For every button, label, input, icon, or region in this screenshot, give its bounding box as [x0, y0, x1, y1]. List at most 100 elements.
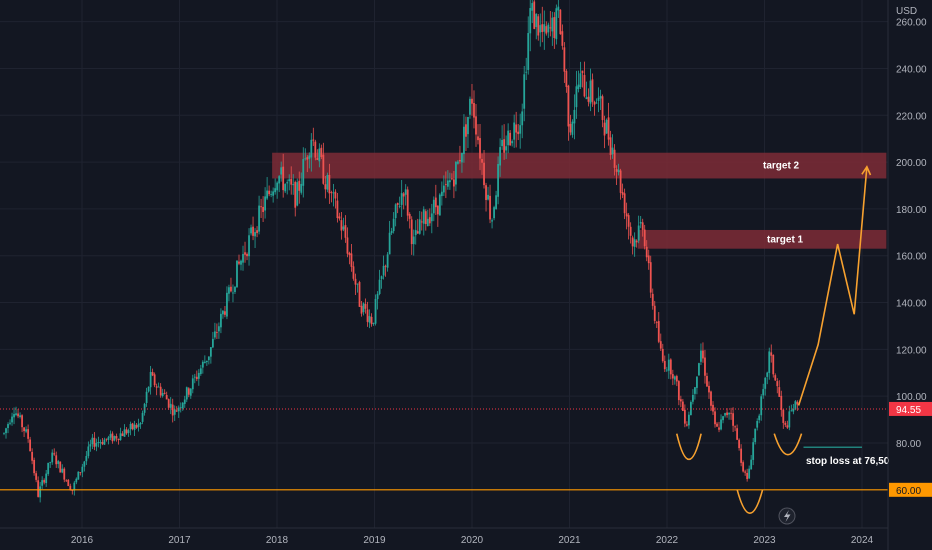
candle-body	[756, 421, 759, 428]
candle-body	[694, 387, 696, 394]
candle-body	[49, 462, 52, 464]
candle-body	[246, 253, 248, 257]
candle-body	[328, 174, 331, 194]
candle-body	[683, 409, 686, 424]
candle-body	[673, 376, 676, 380]
candle-body	[661, 348, 664, 362]
grid-lines	[0, 0, 888, 528]
candle-body	[511, 141, 514, 144]
candle-body	[113, 436, 116, 441]
x-tick-label: 2019	[363, 535, 386, 546]
candle-body	[290, 178, 293, 185]
candle-body	[400, 193, 403, 205]
candle-body	[633, 239, 636, 247]
candle-body	[569, 123, 572, 133]
candle-body	[778, 387, 781, 397]
candle-body	[416, 231, 419, 234]
candle-body	[402, 193, 405, 197]
candle-body	[567, 85, 570, 127]
candle-body	[103, 439, 106, 445]
candle-body	[57, 461, 60, 464]
candle-body	[434, 197, 437, 208]
candle-body	[595, 102, 598, 104]
candle-body	[29, 439, 32, 452]
candle-body	[461, 152, 463, 163]
candle-body	[418, 219, 421, 234]
candle-body	[47, 462, 50, 474]
candle-body	[541, 24, 544, 33]
candle-body	[13, 414, 15, 418]
candle-body	[428, 217, 431, 224]
candle-body	[621, 192, 624, 195]
candle-body	[698, 363, 700, 376]
candle-body	[613, 149, 616, 168]
candle-body	[75, 478, 78, 483]
candle-body	[354, 278, 357, 285]
candle-body	[465, 124, 467, 137]
x-tick-label: 2017	[168, 535, 191, 546]
bottom-arc	[736, 489, 764, 514]
lightning-icon[interactable]	[778, 507, 796, 525]
candle-body	[230, 286, 232, 292]
candle-body	[23, 427, 25, 432]
candle-body	[780, 395, 783, 410]
candle-body	[209, 347, 212, 357]
candle-body	[481, 159, 483, 163]
candle-body	[581, 70, 584, 74]
candle-body	[260, 206, 262, 208]
candle-body	[651, 293, 654, 306]
candle-body	[637, 225, 640, 241]
candle-body	[457, 161, 459, 164]
candle-body	[593, 101, 596, 105]
x-tick-label: 2021	[558, 535, 581, 546]
candle-body	[505, 146, 508, 151]
candle-body	[742, 462, 745, 472]
candle-body	[211, 338, 214, 348]
candle-body	[752, 442, 755, 460]
candle-body	[342, 226, 345, 230]
candle-body	[93, 437, 96, 447]
candle-body	[647, 255, 650, 264]
candle-body	[635, 240, 638, 243]
candle-body	[440, 191, 443, 197]
candle-body	[744, 471, 747, 473]
candle-body	[543, 24, 546, 32]
candle-body	[330, 192, 333, 193]
candle-body	[557, 6, 560, 11]
candle-body	[5, 428, 7, 434]
projection-path	[797, 166, 868, 406]
candle-body	[708, 385, 710, 393]
candle-body	[115, 436, 118, 439]
candle-body	[583, 74, 586, 97]
candle-body	[81, 466, 84, 473]
candle-body	[33, 459, 36, 474]
candle-body	[629, 226, 632, 236]
candle-body	[137, 423, 140, 427]
candle-body	[714, 411, 716, 425]
candle-body	[216, 332, 218, 333]
x-tick-label: 2022	[656, 535, 679, 546]
candle-body	[171, 404, 174, 416]
candle-body	[685, 424, 688, 426]
candle-body	[436, 205, 439, 215]
candle-body	[147, 386, 150, 392]
candle-body	[238, 261, 240, 264]
candle-body	[119, 433, 122, 441]
y-tick-label: 80.00	[896, 439, 921, 450]
candle-body	[448, 180, 451, 183]
candle-body	[732, 413, 734, 426]
candle-body	[426, 218, 429, 227]
candle-body	[234, 286, 236, 293]
candle-body	[121, 433, 124, 436]
candle-body	[228, 287, 230, 294]
candle-body	[67, 479, 70, 487]
candle-body	[149, 371, 152, 388]
candle-body	[412, 236, 415, 245]
candle-body	[551, 17, 554, 32]
candle-body	[274, 188, 277, 193]
candle-body	[503, 139, 506, 153]
candle-body	[513, 122, 516, 140]
candle-body	[515, 124, 518, 133]
target-zones: target 2 target 1	[272, 152, 887, 249]
